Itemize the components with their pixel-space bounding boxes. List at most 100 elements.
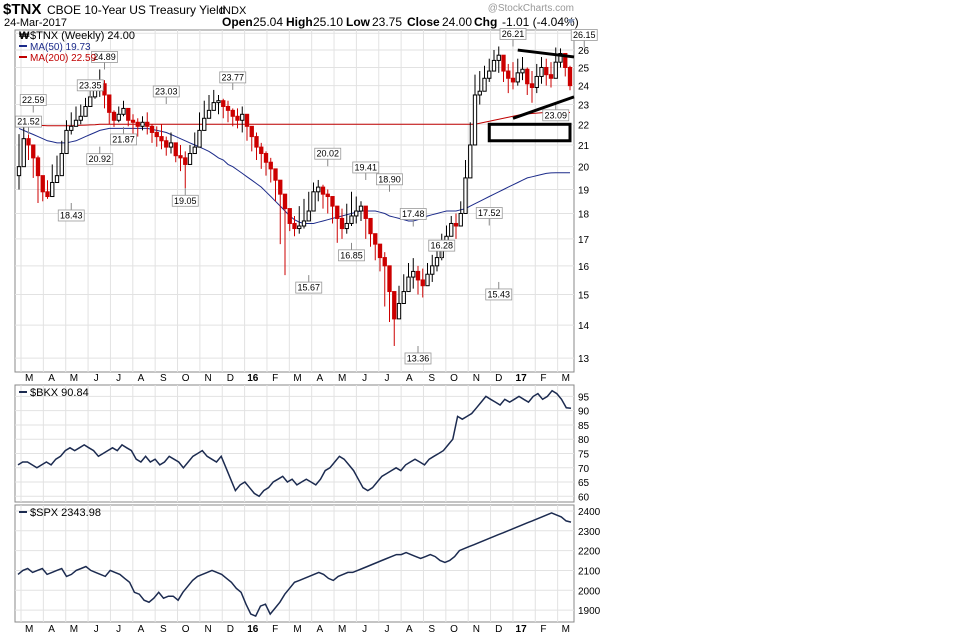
candle-body xyxy=(482,77,487,92)
annotation-box xyxy=(314,147,342,160)
x-tick-label-top: M xyxy=(293,373,301,384)
spx-frame xyxy=(14,504,575,623)
x-tick-label-bottom: S xyxy=(428,624,435,635)
lower-trendline xyxy=(512,95,575,120)
bkx-tick-label: 70 xyxy=(578,464,590,475)
annotation-box xyxy=(542,109,570,122)
price-tick-label: 16 xyxy=(578,262,590,273)
x-tick-label-bottom: S xyxy=(160,624,167,635)
x-tick-label-bottom: M xyxy=(25,624,33,635)
chg-value: -1.01 (-4.04%) xyxy=(502,15,579,29)
price-tick-label: 24 xyxy=(578,82,590,93)
bkx-tick-label: 65 xyxy=(578,478,590,489)
x-tick-label-bottom: J xyxy=(116,624,121,635)
candle-body xyxy=(21,138,26,168)
candle-body xyxy=(458,212,463,227)
x-tick-label-top: S xyxy=(428,373,435,384)
x-tick-label-top: M xyxy=(562,373,570,384)
candle-body xyxy=(287,208,292,224)
candle-body xyxy=(563,52,568,68)
close-value: 24.00 xyxy=(442,15,472,29)
x-tick-label-bottom: N xyxy=(473,624,480,635)
annotation-box xyxy=(171,194,199,207)
x-tick-label-bottom: 17 xyxy=(516,624,528,635)
x-tick-label-bottom: D xyxy=(495,624,502,635)
candle-body xyxy=(368,217,373,235)
annotation-box xyxy=(428,239,456,252)
candle-body xyxy=(510,77,516,83)
candle-body xyxy=(425,273,430,287)
x-tick-label-bottom: J xyxy=(94,624,99,635)
candle-body xyxy=(126,107,131,121)
annotation-label: 16.85 xyxy=(340,250,363,260)
candle-body xyxy=(292,222,297,230)
x-tick-label-bottom: M xyxy=(562,624,570,635)
spx-legend: $SPX 2343.98 xyxy=(19,507,101,519)
annotation-label: 18.90 xyxy=(378,174,401,184)
candle-body xyxy=(107,94,112,113)
candle-body xyxy=(382,257,387,267)
annotation-label: 15.43 xyxy=(487,289,510,299)
price-legend: ₩ $TNX (Weekly) 24.00 MA(50) 19.73 MA(20… xyxy=(19,30,135,64)
bkx-tick-label: 75 xyxy=(578,449,590,460)
candle-body xyxy=(54,175,60,183)
annotation-label: 17.52 xyxy=(478,208,501,218)
candle-body xyxy=(145,121,150,127)
annotation-box xyxy=(499,28,527,40)
candle-body xyxy=(487,70,492,79)
candle-body xyxy=(316,186,321,193)
x-tick-label-top: F xyxy=(540,373,546,384)
candle-body xyxy=(501,54,506,72)
x-tick-label-bottom: J xyxy=(362,624,367,635)
candle-body xyxy=(50,181,55,198)
candle-body xyxy=(221,100,226,107)
candle-body xyxy=(140,121,145,127)
candle-body xyxy=(249,125,254,138)
candle-body xyxy=(235,115,240,121)
annotation-label: 26.21 xyxy=(502,29,525,39)
legend-ma50: MA(50) 19.73 xyxy=(30,42,91,53)
annotation-box xyxy=(376,173,403,186)
close-label: Close xyxy=(407,15,440,29)
annotation-box xyxy=(110,133,137,146)
open-value: 25.04 xyxy=(253,15,283,29)
x-tick-label-bottom: A xyxy=(406,624,413,635)
x-tick-label-bottom: F xyxy=(272,624,278,635)
x-tick-label-top: M xyxy=(338,373,346,384)
candle-body xyxy=(278,179,283,195)
candle-body xyxy=(506,70,511,79)
candle-body xyxy=(73,119,79,127)
annotation-box xyxy=(338,249,365,262)
candle-body xyxy=(515,72,520,83)
candle-body xyxy=(330,196,335,207)
price-tick-label: 20 xyxy=(578,163,590,174)
candle-body xyxy=(434,257,440,267)
candle-body xyxy=(415,270,421,281)
bkx-tick-label: 90 xyxy=(578,407,590,418)
candle-body xyxy=(472,94,478,146)
annotation-label: 26.15 xyxy=(573,30,596,40)
annotation-label: 19.41 xyxy=(354,162,377,172)
candle-body xyxy=(183,157,188,165)
candle-body xyxy=(339,217,345,230)
candle-body xyxy=(401,291,406,304)
annotation-label: 15.67 xyxy=(297,283,320,293)
candle-body xyxy=(453,222,459,227)
x-tick-label-top: A xyxy=(317,373,324,384)
candle-body xyxy=(116,113,121,121)
x-tick-label-top: J xyxy=(94,373,99,384)
low-label: Low xyxy=(346,15,371,29)
bkx-tick-label: 60 xyxy=(578,492,590,503)
candle-body xyxy=(45,191,50,198)
candle-body xyxy=(392,291,397,320)
spx-tick-label: 1900 xyxy=(578,606,601,617)
candle-body xyxy=(178,155,183,159)
chg-label: Chg xyxy=(474,15,497,29)
legend-icon: ₩ xyxy=(19,30,30,42)
chevron-down-icon[interactable] xyxy=(567,19,575,24)
candle-body xyxy=(263,153,269,163)
candle-body xyxy=(420,279,425,287)
legend-main: $TNX (Weekly) 24.00 xyxy=(30,30,135,42)
x-tick-label-top: A xyxy=(138,373,145,384)
